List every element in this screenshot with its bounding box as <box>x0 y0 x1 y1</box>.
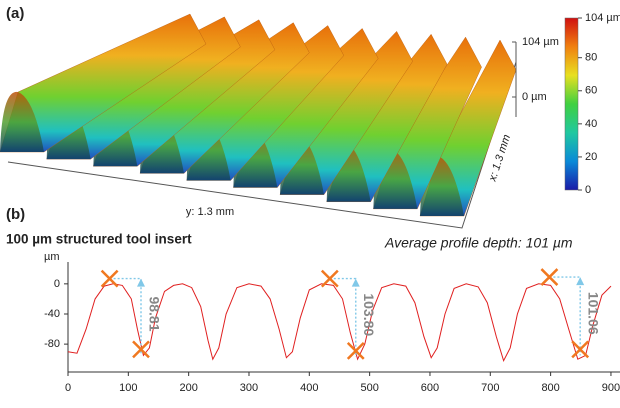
z-tick-label: 104 µm <box>522 36 559 48</box>
panel-label: (b) <box>6 206 25 223</box>
colorbar <box>564 17 579 191</box>
x-tick-label: 900 <box>602 382 620 394</box>
chart-title: 100 µm structured tool insert <box>6 232 192 247</box>
profile-panel: (b) 100 µm structured tool insert Average … <box>6 206 620 394</box>
x-tick-label: 400 <box>300 382 318 394</box>
cross-marker <box>100 269 119 288</box>
arrow-head <box>351 278 360 287</box>
annotation: Average profile depth: 101 µm <box>384 235 573 251</box>
depth-label: 101.06 <box>585 292 601 335</box>
dim-arrow <box>329 277 357 357</box>
x-tick-label: 0 <box>65 382 71 394</box>
profile-line <box>67 283 612 363</box>
y-tick-label: -80 <box>44 338 60 350</box>
arrow-head <box>576 277 585 286</box>
colorbar-tick-label: 40 <box>585 118 597 130</box>
ridge-front <box>0 91 44 152</box>
x-tick-label: 300 <box>240 382 258 394</box>
x-tick-label: 500 <box>360 382 378 394</box>
cross-marker <box>540 268 559 286</box>
panel-label: (a) <box>6 5 24 22</box>
cross-marker <box>132 340 150 359</box>
y-tick-label: 0 <box>54 278 60 290</box>
colorbar-tick-label: 80 <box>585 52 597 64</box>
colorbar-tick-label: 60 <box>585 85 597 97</box>
x-tick-label: 700 <box>481 382 499 394</box>
colorbar-tick-label: 20 <box>585 151 597 163</box>
x-tick-label: 600 <box>421 382 439 394</box>
depth-label: 98.81 <box>146 296 162 331</box>
cross-marker <box>346 342 365 360</box>
x-tick-label: 200 <box>179 382 197 394</box>
colorbar-tick-label: 104 µm <box>585 12 620 24</box>
y-unit: µm <box>44 251 60 263</box>
z-tick-label: 0 µm <box>522 91 547 103</box>
arrow-head <box>136 278 145 287</box>
y-axis-label: y: 1.3 mm <box>186 206 234 218</box>
y-tick-label: -40 <box>44 308 60 320</box>
x-tick-label: 100 <box>119 382 137 394</box>
x-tick-label: 800 <box>541 382 559 394</box>
cross-marker <box>571 340 590 359</box>
cross-marker <box>320 269 339 288</box>
depth-label: 103.80 <box>361 293 377 336</box>
colorbar-tick-label: 0 <box>585 184 591 196</box>
